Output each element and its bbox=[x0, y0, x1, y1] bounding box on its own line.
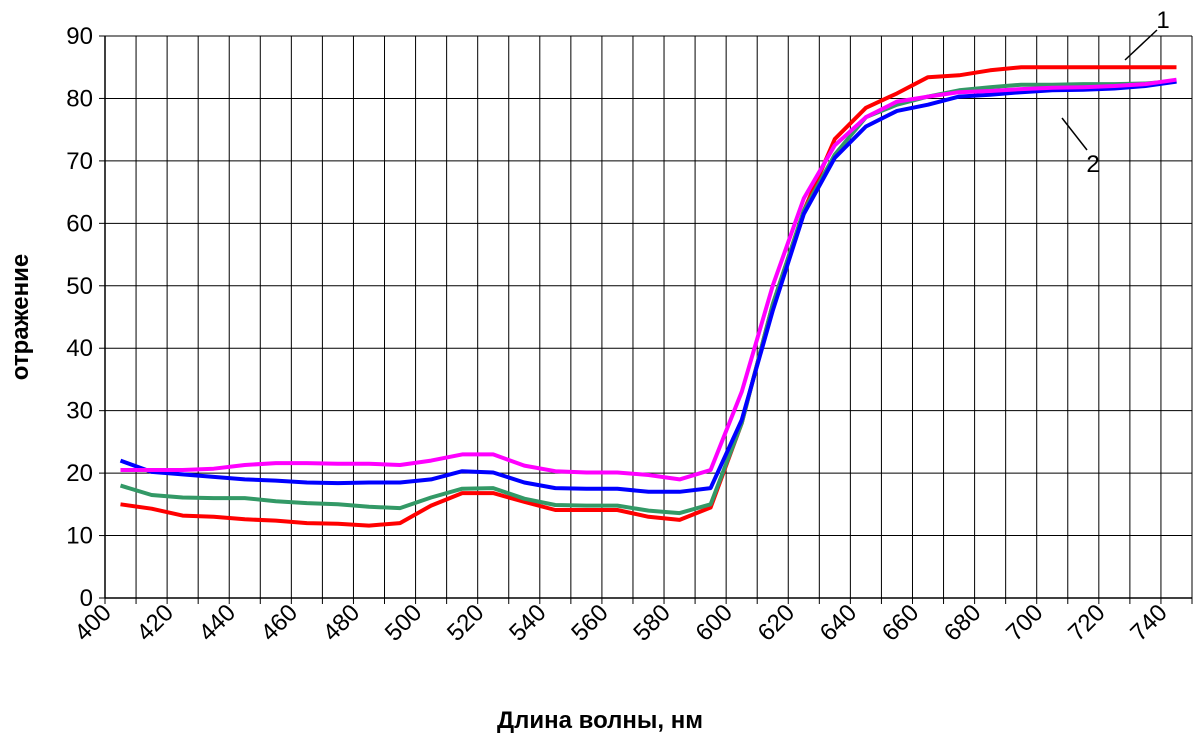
y-tick-label: 30 bbox=[66, 398, 93, 425]
x-tick-label: 480 bbox=[318, 599, 365, 646]
x-tick-label: 660 bbox=[877, 599, 924, 646]
x-tick-label: 620 bbox=[753, 599, 800, 646]
x-tick-label: 600 bbox=[691, 599, 738, 646]
y-tick-label: 80 bbox=[66, 85, 93, 112]
y-tick-label: 40 bbox=[66, 335, 93, 362]
y-tick-label: 60 bbox=[66, 210, 93, 237]
x-tick-label: 720 bbox=[1063, 599, 1110, 646]
x-tick-label: 500 bbox=[380, 599, 427, 646]
series-line bbox=[119, 79, 1177, 516]
x-tick-label: 740 bbox=[1125, 599, 1172, 646]
x-tick-label: 540 bbox=[504, 599, 551, 646]
annotation: 1 bbox=[1156, 7, 1169, 34]
leader-line bbox=[1061, 117, 1088, 151]
y-tick-label: 10 bbox=[66, 523, 93, 550]
annotation: 2 bbox=[1086, 151, 1099, 178]
x-tick-label: 640 bbox=[815, 599, 862, 646]
x-tick-label: 580 bbox=[628, 599, 675, 646]
series-line bbox=[120, 65, 1177, 528]
y-tick-label: 20 bbox=[66, 460, 93, 487]
x-tick-label: 440 bbox=[194, 599, 241, 646]
x-tick-label: 420 bbox=[131, 599, 178, 646]
series-line bbox=[119, 79, 1177, 494]
x-tick-label: 700 bbox=[1001, 599, 1048, 646]
y-tick-label: 50 bbox=[66, 273, 93, 300]
x-tick-label: 460 bbox=[256, 599, 303, 646]
x-tick-label: 560 bbox=[566, 599, 613, 646]
x-axis-label: Длина волны, нм bbox=[497, 707, 703, 734]
y-axis-label: отражение bbox=[7, 254, 34, 380]
x-tick-label: 680 bbox=[939, 599, 986, 646]
y-tick-label: 90 bbox=[66, 23, 93, 50]
y-tick-label: 0 bbox=[80, 585, 93, 612]
series-line bbox=[120, 77, 1177, 482]
x-tick-label: 400 bbox=[69, 599, 116, 646]
y-tick-label: 70 bbox=[66, 148, 93, 175]
x-tick-label: 520 bbox=[442, 599, 489, 646]
